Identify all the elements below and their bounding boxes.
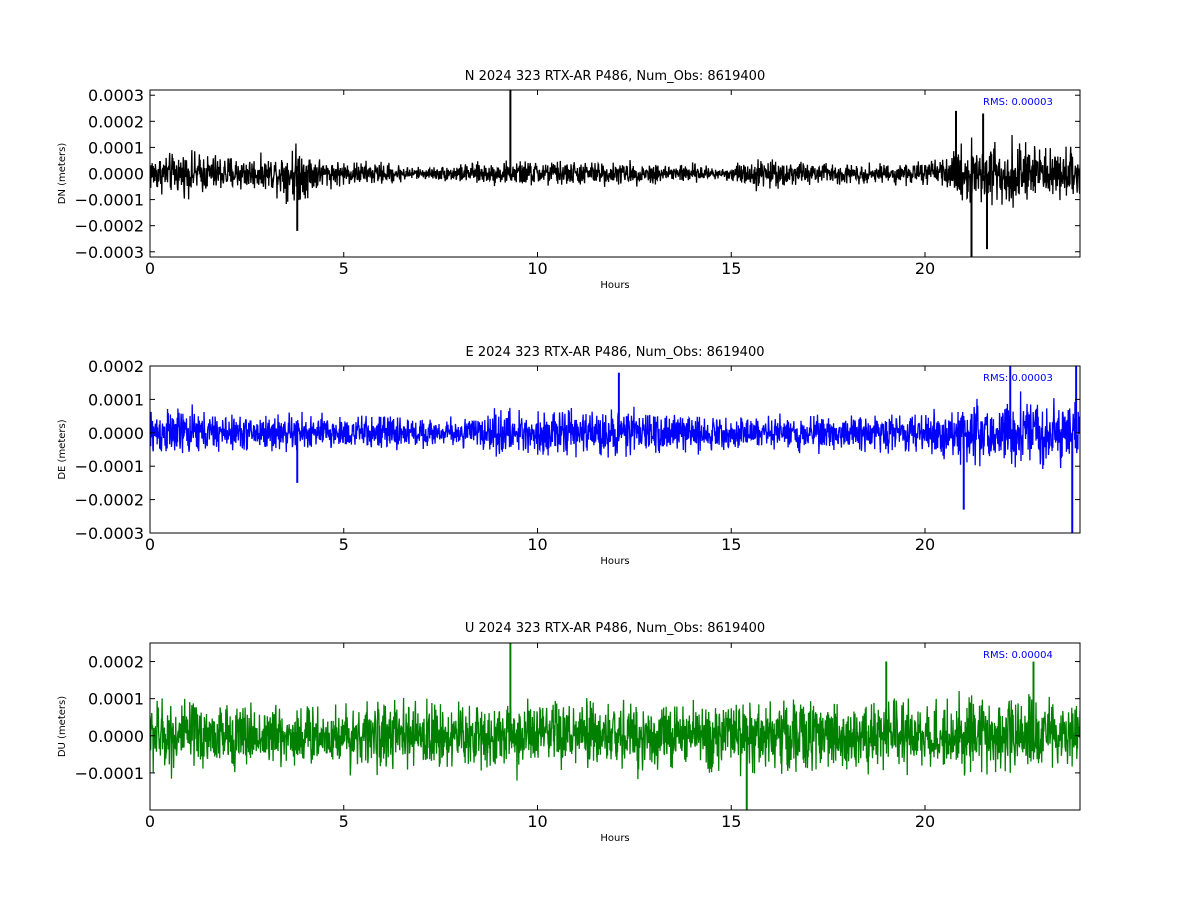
x-tick-label: 5 (339, 535, 349, 554)
y-tick-label: −0.0002 (75, 491, 144, 510)
x-tick-label: 20 (915, 535, 935, 554)
x-axis-label: Hours (600, 280, 629, 291)
y-axis-label: DE (meters) (57, 419, 68, 479)
y-tick-label: −0.0001 (75, 457, 144, 476)
series-north-spikes (296, 90, 988, 257)
y-tick-label: 0.0002 (88, 653, 144, 672)
x-tick-label: 10 (527, 812, 547, 831)
plot-frame (149, 365, 1081, 534)
tick-layer: 0 5 10 15 20 0.0002 0.0001 0.0000 −0.0001 (75, 643, 1080, 831)
x-tick-label: 10 (527, 535, 547, 554)
x-tick-label: 15 (721, 812, 741, 831)
panel-title: N 2024 323 RTX-AR P486, Num_Obs: 8619400 (465, 69, 765, 84)
plot-frame (149, 642, 1081, 811)
x-tick-label: 15 (721, 535, 741, 554)
rms-label: RMS: 0.00004 (983, 650, 1053, 661)
y-tick-label: 0.0000 (88, 727, 144, 746)
y-tick-label: 0.0001 (88, 138, 144, 157)
y-tick-label: 0.0002 (88, 112, 144, 131)
panel-title: U 2024 323 RTX-AR P486, Num_Obs: 8619400 (465, 621, 765, 636)
series-up-trace (150, 691, 1080, 781)
y-tick-label: 0.0002 (88, 357, 144, 376)
rms-label: RMS: 0.00003 (983, 373, 1053, 384)
tick-layer: 0 5 10 15 20 0.0003 0.0002 0.0001 0.0000 −0.0001 −… (75, 86, 1080, 278)
y-axis-label: DN (meters) (57, 143, 68, 205)
y-tick-label: 0.0000 (88, 424, 144, 443)
y-tick-label: 0.0003 (88, 86, 144, 105)
x-tick-label: 0 (145, 535, 155, 554)
series-north-trace (150, 135, 1080, 208)
y-tick-label: 0.0001 (88, 690, 144, 709)
series-up-spikes (509, 643, 1035, 810)
x-tick-label: 5 (339, 812, 349, 831)
y-tick-label: −0.0001 (75, 191, 144, 210)
x-tick-label: 0 (145, 812, 155, 831)
x-axis-label: Hours (600, 833, 629, 844)
series-east-spikes (296, 366, 1078, 533)
panel-title: E 2024 323 RTX-AR P486, Num_Obs: 8619400 (466, 345, 765, 360)
x-tick-label: 10 (527, 259, 547, 278)
x-tick-label: 20 (915, 259, 935, 278)
y-tick-label: −0.0003 (75, 524, 144, 543)
x-tick-label: 15 (721, 259, 741, 278)
y-tick-label: 0.0001 (88, 390, 144, 409)
series-trace-line (150, 135, 1080, 208)
y-tick-label: −0.0002 (75, 217, 144, 236)
x-tick-label: 0 (145, 259, 155, 278)
series-trace-line (150, 391, 1080, 469)
x-axis-label: Hours (600, 556, 629, 567)
tick-layer: 0 5 10 15 20 0.0002 0.0001 0.0000 −0.0001 −0.0002… (75, 357, 1080, 554)
x-tick-label: 5 (339, 259, 349, 278)
rms-label: RMS: 0.00003 (983, 97, 1053, 108)
y-axis-label: DU (meters) (57, 696, 68, 757)
y-tick-label: −0.0003 (75, 243, 144, 262)
series-trace-line (150, 691, 1080, 781)
panel-up: U 2024 323 RTX-AR P486, Num_Obs: 8619400… (57, 621, 1081, 844)
y-tick-label: 0.0000 (88, 165, 144, 184)
x-tick-label: 20 (915, 812, 935, 831)
series-east-trace (150, 391, 1080, 469)
panel-east: E 2024 323 RTX-AR P486, Num_Obs: 8619400… (57, 345, 1081, 567)
y-tick-label: −0.0001 (75, 764, 144, 783)
panel-north: N 2024 323 RTX-AR P486, Num_Obs: 8619400… (57, 69, 1081, 291)
